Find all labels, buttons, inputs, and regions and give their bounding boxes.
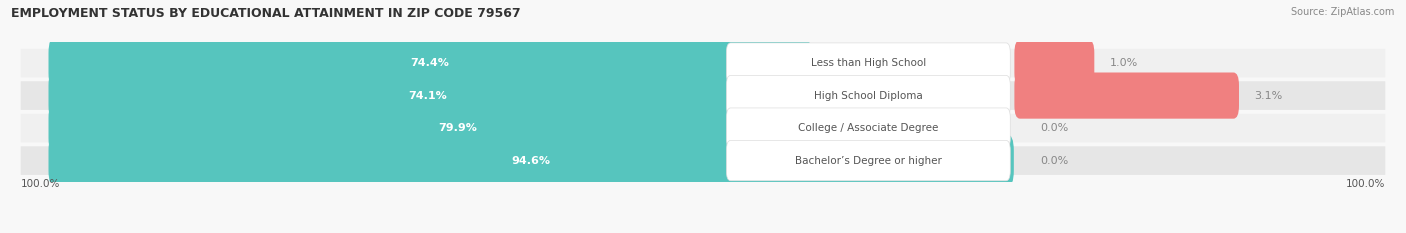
Text: 0.0%: 0.0% [1040,123,1069,133]
FancyBboxPatch shape [1014,72,1239,119]
Text: 79.9%: 79.9% [437,123,477,133]
FancyBboxPatch shape [21,146,1385,175]
Text: 94.6%: 94.6% [512,156,551,166]
FancyBboxPatch shape [1014,40,1094,86]
Text: 1.0%: 1.0% [1109,58,1137,68]
Text: 100.0%: 100.0% [1346,179,1385,189]
Text: 0.0%: 0.0% [1040,156,1069,166]
Text: College / Associate Degree: College / Associate Degree [799,123,939,133]
FancyBboxPatch shape [727,43,1011,83]
FancyBboxPatch shape [48,134,1014,187]
Text: Less than High School: Less than High School [811,58,927,68]
FancyBboxPatch shape [727,108,1011,148]
FancyBboxPatch shape [21,49,1385,77]
FancyBboxPatch shape [21,81,1385,110]
Text: EMPLOYMENT STATUS BY EDUCATIONAL ATTAINMENT IN ZIP CODE 79567: EMPLOYMENT STATUS BY EDUCATIONAL ATTAINM… [11,7,520,20]
FancyBboxPatch shape [48,37,811,89]
Text: 100.0%: 100.0% [21,179,60,189]
Text: Source: ZipAtlas.com: Source: ZipAtlas.com [1291,7,1395,17]
Text: High School Diploma: High School Diploma [814,91,922,101]
FancyBboxPatch shape [48,69,807,122]
Text: 3.1%: 3.1% [1254,91,1282,101]
FancyBboxPatch shape [727,75,1011,116]
FancyBboxPatch shape [21,114,1385,142]
Text: Bachelor’s Degree or higher: Bachelor’s Degree or higher [794,156,942,166]
FancyBboxPatch shape [48,102,866,154]
FancyBboxPatch shape [727,140,1011,181]
Text: 74.1%: 74.1% [409,91,447,101]
Text: 74.4%: 74.4% [411,58,449,68]
